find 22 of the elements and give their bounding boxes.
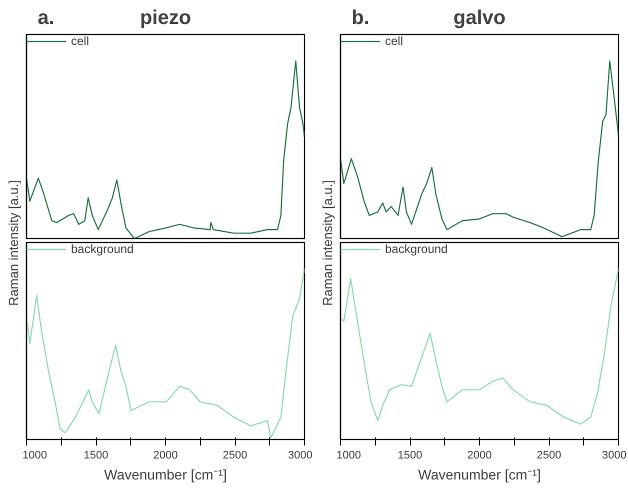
legend-label: background [385,242,448,256]
x-tick-label: 2500 [536,450,562,462]
text: a. [38,7,54,30]
x-tick-label: 1500 [84,450,108,462]
x-tick-label: 2000 [153,450,178,462]
chart-title: galvo [453,7,506,30]
y-axis-title: Raman intensity [a.u.] [6,180,22,306]
x-tick-label: 1500 [398,450,422,462]
legend-label: cell [385,34,404,48]
legend-label: background [71,242,134,256]
x-tick-label: 1000 [22,450,47,462]
chart-title: piezo [140,7,192,30]
x-tick-label: 1000 [336,450,361,462]
x-tick-label: 2500 [222,450,248,462]
x-axis-title: Wavenumber [cm⁻¹] [104,466,227,482]
text: b. [352,7,370,30]
x-tick-label: 2000 [467,450,492,462]
legend-label: cell [71,34,90,48]
x-tick-label: 3000 [288,450,313,462]
x-axis-title: Wavenumber [cm⁻¹] [418,466,541,482]
y-axis-title: Raman intensity [a.u.] [320,180,336,306]
x-tick-label: 3000 [602,450,627,462]
